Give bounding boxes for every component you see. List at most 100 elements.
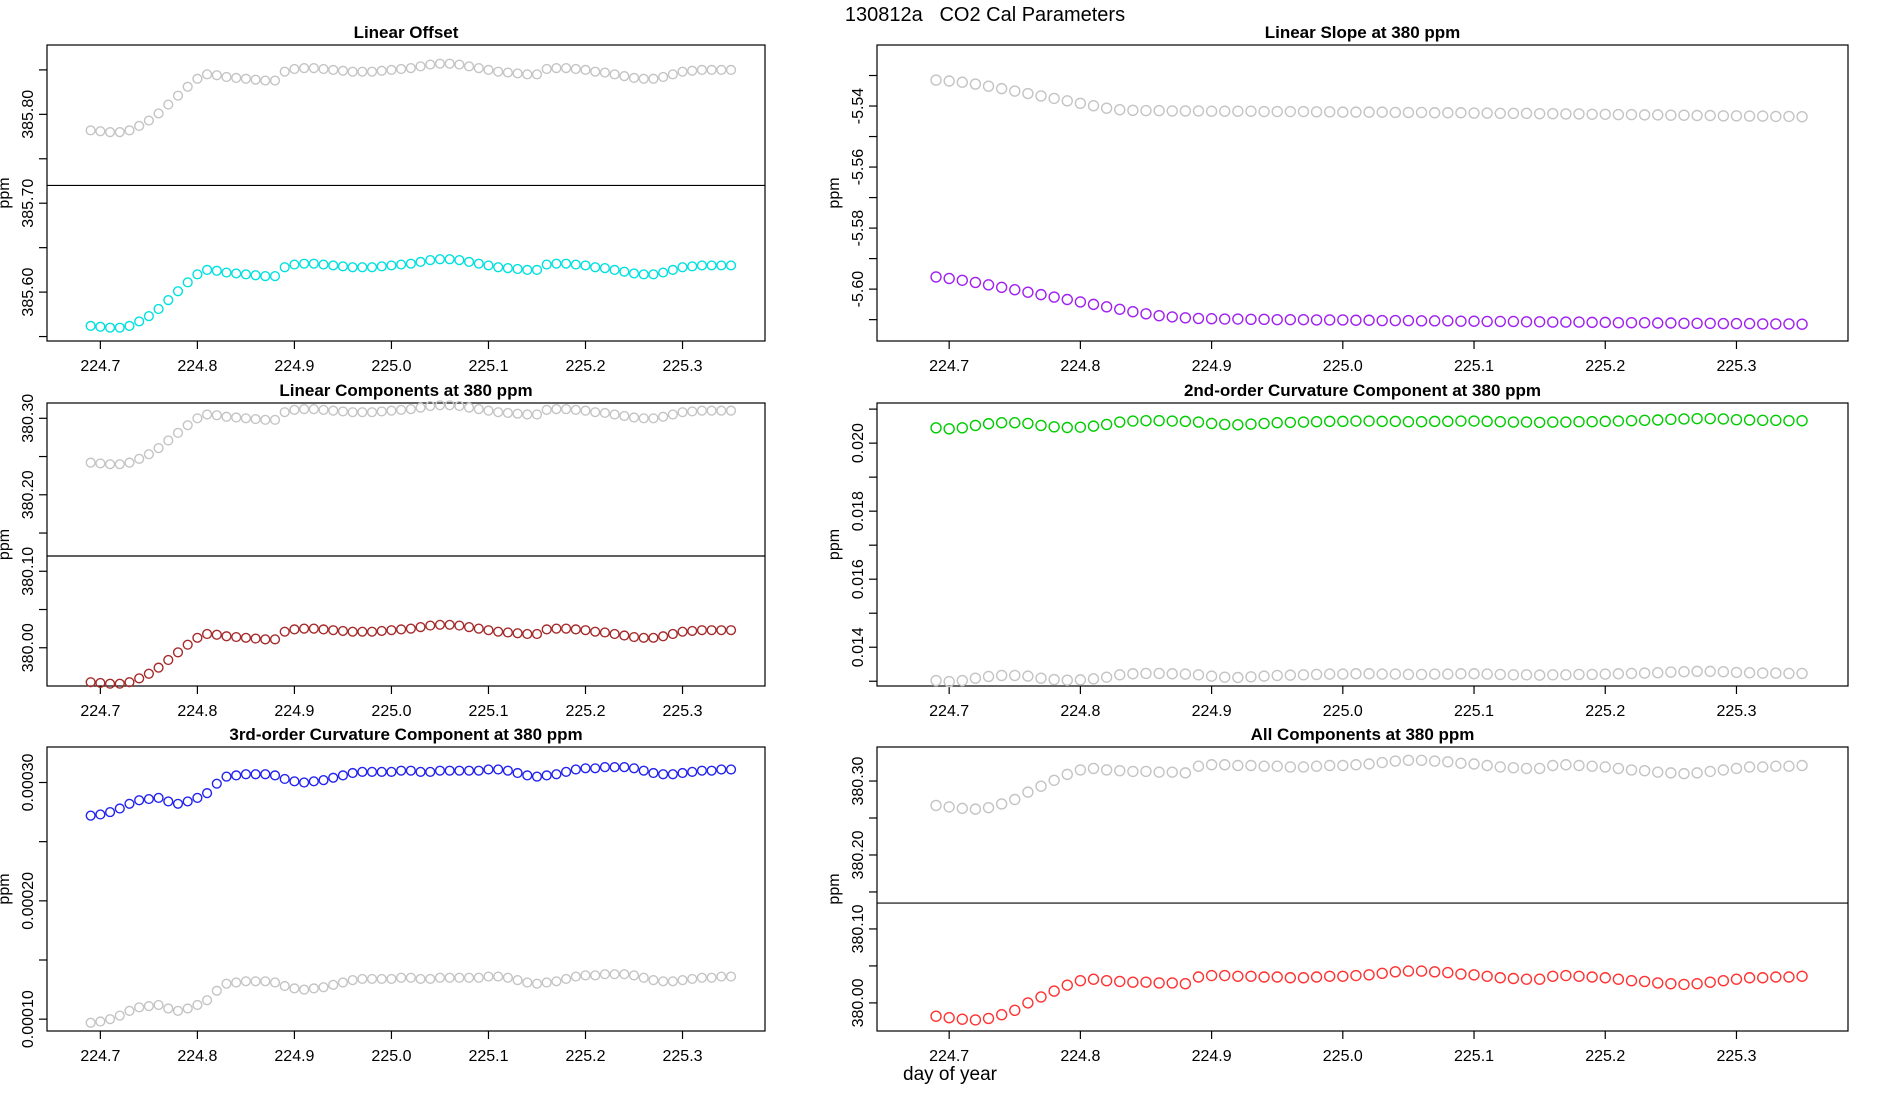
x-tick-label: 224.9 <box>1192 703 1232 720</box>
x-tick-label: 224.8 <box>1060 703 1100 720</box>
y-tick-label: 380.20 <box>850 830 867 879</box>
panel-linear-components: Linear Components at 380 ppm 224.7 224.8 22… <box>0 381 766 720</box>
series-reference-gray <box>85 969 737 1028</box>
series-reference-gray <box>930 74 1808 123</box>
panel-border <box>876 746 1849 1032</box>
panel-title: 2nd-order Curvature Component at 380 ppm <box>1184 381 1541 400</box>
x-tick-label: 225.3 <box>663 358 703 375</box>
x-tick-label: 225.2 <box>1585 1048 1625 1065</box>
y-tick-label: -5.58 <box>850 210 867 247</box>
x-tick-label: 225.0 <box>1323 703 1363 720</box>
panel-border <box>46 44 766 342</box>
series-reference-gray <box>930 754 1808 815</box>
y-axis-unit-label: ppm <box>826 529 843 560</box>
series-curvature2-green <box>930 412 1808 435</box>
series-slope-purple <box>930 271 1808 330</box>
x-tick-label: 224.9 <box>274 703 314 720</box>
x-tick-label: 224.9 <box>1192 1048 1232 1065</box>
x-tick-label: 224.7 <box>80 703 120 720</box>
y-tick-label: -5.56 <box>850 149 867 186</box>
panel-border <box>46 746 766 1032</box>
series-reference-gray <box>85 400 737 470</box>
x-tick-label: 225.3 <box>1716 1048 1756 1065</box>
y-axis-unit-label: ppm <box>826 873 843 904</box>
series-reference-gray <box>930 665 1808 688</box>
y-tick-label: 385.70 <box>20 179 37 228</box>
series-curvature3-blue <box>85 762 737 821</box>
x-tick-label: 225.2 <box>565 358 605 375</box>
figure-title: 130812a CO2 Cal Parameters <box>844 4 1126 26</box>
x-tick-label: 225.3 <box>663 703 703 720</box>
y-axis-unit-label: ppm <box>826 177 843 208</box>
y-tick-label: -5.60 <box>850 271 867 308</box>
y-tick-label: 0.014 <box>850 627 867 667</box>
y-tick-label: 0.018 <box>850 491 867 531</box>
y-tick-label: 0.00030 <box>20 753 37 811</box>
x-tick-label: 225.1 <box>468 703 508 720</box>
x-tick-label: 224.9 <box>274 358 314 375</box>
x-tick-label: 225.1 <box>468 358 508 375</box>
panel-curvature-2nd-order: 2nd-order Curvature Component at 380 ppm… <box>826 381 1849 720</box>
panel-border <box>876 44 1849 342</box>
series-all-red <box>930 965 1808 1026</box>
series-linear-darkred <box>85 619 737 689</box>
y-tick-label: 380.20 <box>20 470 37 519</box>
y-axis-unit-label: ppm <box>0 529 13 560</box>
panel-all-components: All Components at 380 ppm 224.7 224.8 224.9… <box>826 725 1849 1065</box>
x-tick-label: 225.1 <box>1454 1048 1494 1065</box>
x-tick-label: 224.9 <box>274 1048 314 1065</box>
y-tick-label: 380.30 <box>850 756 867 805</box>
panel-title: 3rd-order Curvature Component at 380 ppm <box>229 725 582 744</box>
x-tick-label: 225.3 <box>1716 358 1756 375</box>
x-tick-label: 224.7 <box>80 1048 120 1065</box>
y-tick-label: 380.00 <box>850 978 867 1027</box>
y-axis-unit-label: ppm <box>0 873 13 904</box>
y-tick-label: 380.10 <box>850 904 867 953</box>
x-tick-label: 225.3 <box>1716 703 1756 720</box>
x-tick-label: 224.8 <box>177 703 217 720</box>
panel-title: Linear Slope at 380 ppm <box>1265 23 1461 42</box>
panel-linear-offset: Linear Offset 224.7 224.8 224.9 225.0 225.1 22… <box>0 23 766 375</box>
y-tick-label: 0.00010 <box>20 990 37 1048</box>
y-tick-label: 0.016 <box>850 559 867 599</box>
x-tick-label: 224.8 <box>1060 358 1100 375</box>
x-tick-label: 224.7 <box>929 1048 969 1065</box>
x-tick-label: 224.7 <box>929 703 969 720</box>
x-tick-label: 225.2 <box>1585 703 1625 720</box>
x-tick-label: 224.8 <box>177 358 217 375</box>
x-tick-label: 224.9 <box>1192 358 1232 375</box>
x-tick-label: 225.0 <box>1323 1048 1363 1065</box>
x-tick-label: 224.8 <box>177 1048 217 1065</box>
panel-linear-slope: Linear Slope at 380 ppm 224.7 224.8 224.9 22… <box>826 23 1849 375</box>
y-tick-label: 0.020 <box>850 423 867 463</box>
y-tick-label: 0.00020 <box>20 872 37 930</box>
y-tick-label: 385.60 <box>20 268 37 317</box>
x-tick-label: 224.7 <box>80 358 120 375</box>
y-tick-label: 380.30 <box>20 394 37 443</box>
y-tick-label: 385.80 <box>20 90 37 139</box>
panel-curvature-3rd-order: 3rd-order Curvature Component at 380 ppm… <box>0 725 766 1065</box>
x-tick-label: 224.8 <box>1060 1048 1100 1065</box>
panel-title: Linear Offset <box>354 23 459 42</box>
series-offset-cyan <box>85 254 737 333</box>
panel-border <box>876 402 1849 687</box>
x-tick-label: 225.1 <box>468 1048 508 1065</box>
x-tick-label: 225.0 <box>371 358 411 375</box>
panel-border <box>46 402 766 687</box>
y-tick-label: 380.00 <box>20 623 37 672</box>
x-tick-label: 225.0 <box>1323 358 1363 375</box>
x-tick-label: 224.7 <box>929 358 969 375</box>
x-tick-label: 225.2 <box>565 703 605 720</box>
series-reference-gray <box>85 58 737 138</box>
x-tick-label: 225.1 <box>1454 703 1494 720</box>
x-axis-label: day of year <box>903 1064 997 1085</box>
x-tick-label: 225.0 <box>371 1048 411 1065</box>
x-tick-label: 225.3 <box>663 1048 703 1065</box>
y-axis-unit-label: ppm <box>0 177 13 208</box>
panel-title: All Components at 380 ppm <box>1251 725 1475 744</box>
x-tick-label: 225.2 <box>565 1048 605 1065</box>
x-tick-label: 225.1 <box>1454 358 1494 375</box>
x-tick-label: 225.0 <box>371 703 411 720</box>
